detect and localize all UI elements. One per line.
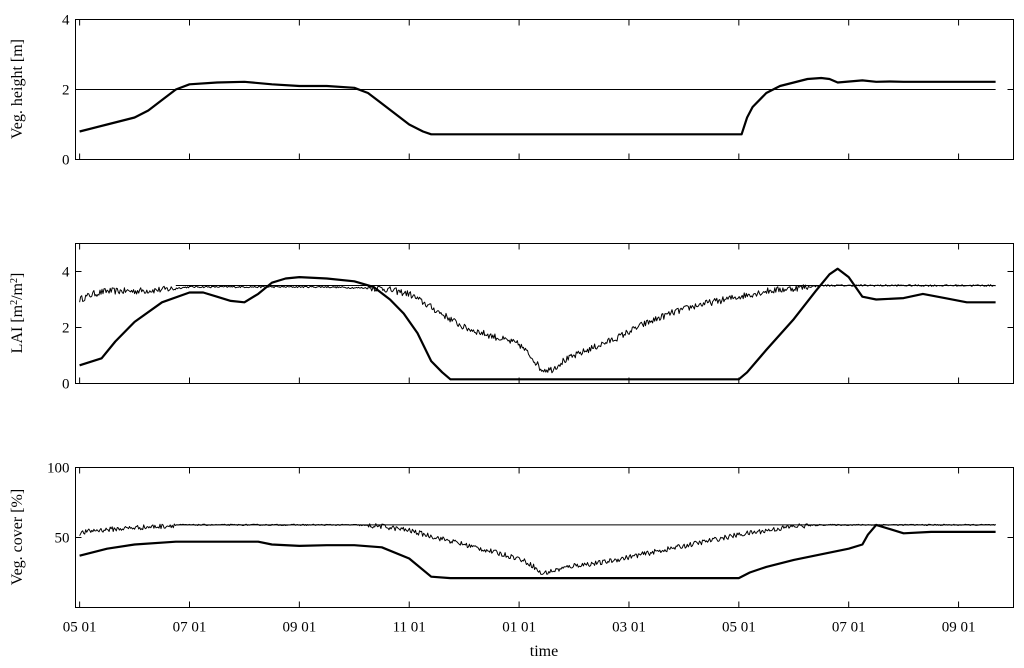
- veg-height-ytick-label: 0: [62, 153, 70, 169]
- lai-series: [79, 267, 996, 381]
- veg-cover-ytick-label: 50: [55, 531, 70, 547]
- xtick-label: 09 01: [282, 620, 316, 636]
- veg-height-ytick-label: 2: [62, 83, 70, 99]
- veg-cover-ylabel: Veg. cover [%]: [9, 489, 26, 585]
- xtick-label: 01 01: [502, 620, 536, 636]
- lai-ylabel: LAI [m2/m2]: [9, 273, 27, 354]
- veg-height-ylabel: Veg. height [m]: [9, 39, 26, 139]
- xtick-label: 05 01: [722, 620, 756, 636]
- xtick-label: 07 01: [832, 620, 866, 636]
- xtick-label: 11 01: [393, 620, 426, 636]
- xtick-label: 03 01: [612, 620, 646, 636]
- lai-observed-noisy-line: [79, 284, 996, 374]
- xtick-label: 05 01: [63, 620, 97, 636]
- lai-panel: 0 2 4 LAI [m2/m2]: [9, 243, 1014, 393]
- veg-height-series: [79, 76, 996, 136]
- lai-ytick-label: 4: [62, 265, 70, 281]
- lai-ytick-label: 0: [62, 377, 70, 393]
- veg-cover-observed-noisy-line: [79, 523, 996, 575]
- veg-cover-series: [79, 523, 996, 580]
- lai-model-thick-line: [79, 267, 996, 381]
- veg-cover-xticks: 05 01 07 01 09 01 11 01 01 01 03 01 05 01 07 01…: [63, 620, 976, 636]
- veg-cover-ytick-label: 100: [47, 461, 70, 477]
- veg-height-ytick-label: 4: [62, 13, 70, 29]
- veg-height-model-thick-line: [79, 76, 996, 136]
- lai-yticks: 0 2 4: [62, 243, 1014, 393]
- time-xlabel: time: [530, 643, 558, 660]
- lai-axes-frame: [75, 243, 1014, 384]
- veg-height-yticks: 0 2 4: [62, 13, 1014, 169]
- veg-cover-model-thick-line: [79, 523, 996, 580]
- veg-cover-yticks: 50 100: [47, 461, 1014, 608]
- veg-height-panel: 0 2 4 Veg. height [m]: [9, 13, 1014, 169]
- xtick-label: 09 01: [942, 620, 976, 636]
- veg-cover-axes-frame: [75, 467, 1014, 608]
- xtick-label: 07 01: [173, 620, 207, 636]
- lai-ytick-label: 2: [62, 321, 70, 337]
